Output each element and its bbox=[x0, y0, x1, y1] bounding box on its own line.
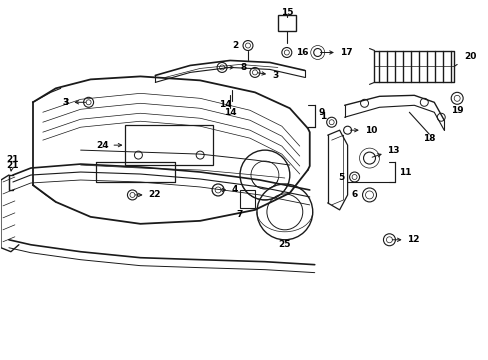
Text: 3: 3 bbox=[257, 71, 278, 80]
Text: 6: 6 bbox=[350, 190, 357, 199]
Text: 14: 14 bbox=[218, 100, 231, 109]
Text: 24: 24 bbox=[96, 141, 122, 150]
Text: 25: 25 bbox=[278, 240, 290, 249]
Text: 12: 12 bbox=[391, 235, 419, 244]
Text: 9: 9 bbox=[318, 108, 324, 117]
Text: 11: 11 bbox=[399, 167, 411, 176]
Text: 13: 13 bbox=[371, 145, 399, 157]
Text: 18: 18 bbox=[422, 134, 435, 143]
Bar bbox=[240, 190, 254, 208]
Text: 10: 10 bbox=[350, 126, 376, 135]
Text: 5: 5 bbox=[338, 172, 344, 181]
Text: 7: 7 bbox=[236, 210, 243, 219]
Text: 2: 2 bbox=[231, 41, 238, 50]
Text: 21: 21 bbox=[6, 155, 19, 171]
Text: 3: 3 bbox=[62, 98, 86, 107]
Text: 8: 8 bbox=[224, 63, 246, 72]
Text: 20: 20 bbox=[463, 52, 475, 61]
Text: 15: 15 bbox=[280, 8, 292, 17]
Text: 19: 19 bbox=[450, 106, 463, 115]
Text: 14: 14 bbox=[224, 108, 236, 117]
Text: 3: 3 bbox=[62, 98, 68, 107]
Text: 1: 1 bbox=[319, 112, 325, 121]
Bar bbox=[125, 125, 213, 165]
Text: 16: 16 bbox=[295, 48, 307, 57]
Text: 4: 4 bbox=[221, 185, 238, 194]
Text: 17: 17 bbox=[320, 48, 351, 57]
Bar bbox=[277, 15, 295, 31]
Text: 21: 21 bbox=[6, 161, 19, 170]
Text: 22: 22 bbox=[135, 190, 161, 199]
